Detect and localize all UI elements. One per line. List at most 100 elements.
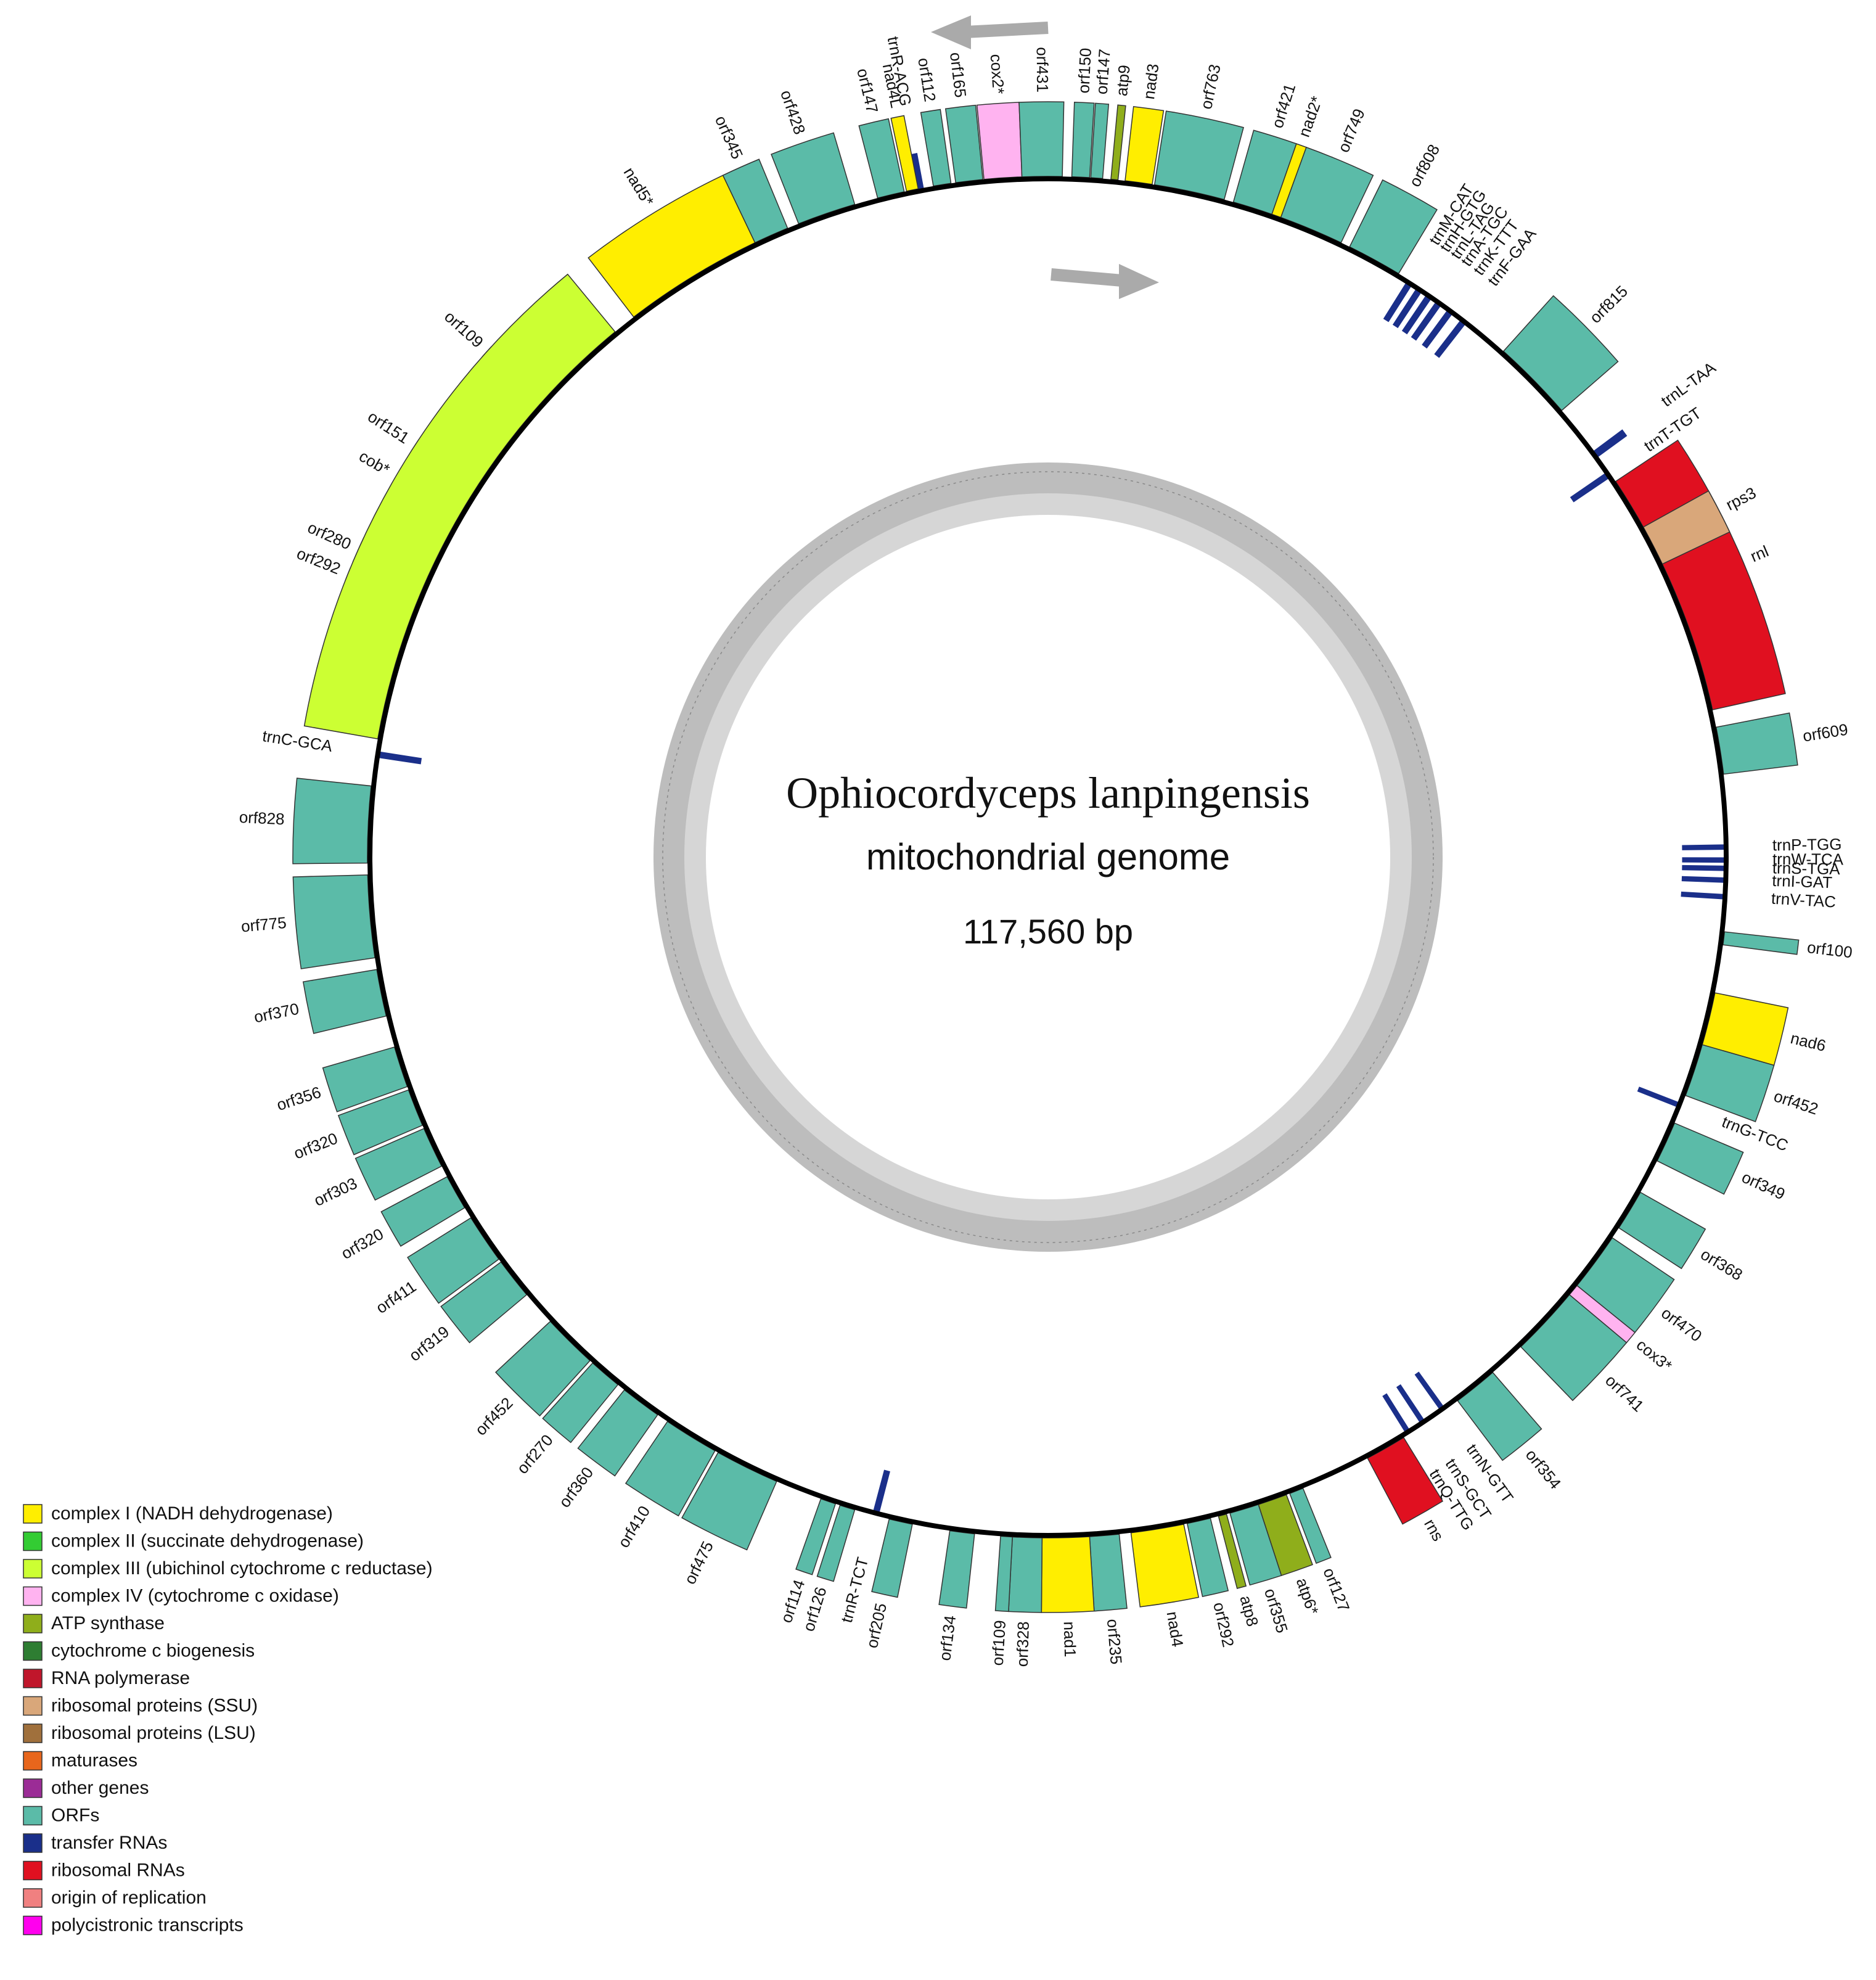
legend-label: ATP synthase [51, 1613, 165, 1633]
gene-orf100: orf100 [1722, 931, 1854, 962]
gene-rns: rns [1367, 1437, 1448, 1544]
gene-trnr-tct: trnR-TCT [837, 1469, 890, 1625]
gene-label: orf165 [946, 51, 970, 99]
gene-label: atp9 [1112, 64, 1134, 97]
legend-label: ribosomal proteins (SSU) [51, 1695, 258, 1715]
gene-label: orf292 [294, 544, 343, 578]
legend-item-other: other genes [23, 1778, 149, 1798]
gene-block [1041, 1536, 1095, 1613]
gene-label: orf349 [1739, 1168, 1788, 1204]
gene-block [1383, 282, 1412, 322]
legend-item-poly: polycistronic transcripts [23, 1915, 244, 1935]
gene-label: orf320 [338, 1225, 387, 1263]
gene-label: trnP-TGG [1772, 835, 1842, 855]
gc-ring-hole [706, 515, 1390, 1199]
gene-label: orf147 [1092, 48, 1114, 95]
legend-swatch [23, 1641, 43, 1661]
gc-content-ring [653, 462, 1443, 1252]
gene-block [1071, 101, 1095, 178]
gene-label: orf431 [1033, 47, 1052, 92]
legend-swatch [23, 1805, 43, 1826]
gene-orf431: orf431 [1018, 47, 1065, 178]
gene-trns-tga: trnS-TGA [1682, 858, 1841, 878]
legend-item-complex_II: complex II (succinate dehydrogenase) [23, 1530, 364, 1551]
gene-label: orf411 [372, 1277, 419, 1317]
gene-label: trnW-TCA [1772, 850, 1844, 869]
legend-swatch [23, 1833, 43, 1853]
gene-label: orf360 [555, 1463, 597, 1511]
strand-arrow-outer-head [931, 15, 971, 49]
legend-swatch [23, 1531, 43, 1551]
gene-block [873, 1469, 890, 1513]
gene-label: orf112 [914, 57, 940, 104]
gene-orf112: orf112 [914, 57, 952, 187]
gene-label: orf355 [1261, 1586, 1292, 1635]
legend-swatch [23, 1696, 43, 1716]
legend-item-atp: ATP synthase [23, 1613, 165, 1633]
gene-block [1422, 310, 1452, 349]
gene-block [1722, 931, 1800, 955]
gene-label: nad6 [1788, 1029, 1827, 1055]
gene-block [1392, 289, 1422, 329]
gene-orf328: orf328 [1008, 1536, 1043, 1667]
gene-label: orf134 [935, 1614, 959, 1662]
gene-label: orf475 [681, 1538, 718, 1587]
gene-label: orf428 [777, 88, 809, 136]
legend-swatch [23, 1888, 43, 1908]
gene-orf235: orf235 [1089, 1534, 1128, 1665]
gene-label: orf319 [406, 1322, 453, 1365]
gene-block [1637, 1087, 1679, 1107]
legend-swatch [23, 1751, 43, 1771]
gene-block [302, 969, 387, 1034]
legend-item-complex_I: complex I (NADH dehydrogenase) [23, 1503, 333, 1524]
gene-label: orf328 [1013, 1621, 1033, 1667]
gene-block [1401, 295, 1432, 335]
gene-block [976, 102, 1023, 180]
gene-block [871, 1518, 913, 1598]
gene-label: orf741 [1602, 1371, 1647, 1415]
gene-orf134: orf134 [935, 1530, 975, 1662]
gene-label: nad2* [1295, 94, 1326, 139]
gene-label: orf100 [1806, 938, 1854, 962]
gene-block [1110, 104, 1126, 181]
gene-label: orf345 [711, 113, 747, 162]
gene-label: orf356 [274, 1083, 323, 1114]
legend-item-trna: transfer RNAs [23, 1833, 167, 1853]
gene-orf815: orf815 [1502, 282, 1631, 411]
gene-trnp-tgg: trnP-TGG [1682, 835, 1842, 855]
legend-label: maturases [51, 1750, 137, 1770]
gene-block [1682, 844, 1725, 850]
gene-label: orf303 [311, 1173, 359, 1210]
legend-label: cytochrome c biogenesis [51, 1640, 255, 1661]
gene-label: rnl [1748, 541, 1771, 565]
strand-arrow-outer [964, 22, 1049, 38]
gene-block [1570, 473, 1609, 503]
gene-nad3: nad3 [1124, 62, 1165, 185]
gene-label: atp8 [1236, 1593, 1262, 1629]
gene-label: orf151 [364, 407, 412, 447]
gene-label: orf147 [853, 67, 882, 115]
gene-label: atp6* [1293, 1575, 1322, 1617]
gene-label: orf470 [1658, 1304, 1705, 1345]
legend-label: ribosomal RNAs [51, 1860, 185, 1880]
gene-block [1593, 429, 1628, 458]
gene-orf428: orf428 [771, 88, 856, 224]
gene-trni-gat: trnI-GAT [1681, 871, 1833, 892]
gene-label: orf609 [1801, 720, 1849, 746]
gene-block [379, 751, 422, 765]
gene-trnw-tca: trnW-TCA [1682, 850, 1844, 869]
gene-orf150: orf150 [1071, 47, 1095, 178]
gene-label: orf127 [1319, 1565, 1353, 1614]
gene-orf808: orf808 [1349, 141, 1443, 274]
gene-label: orf270 [513, 1431, 557, 1477]
legend-item-mat: maturases [23, 1750, 137, 1770]
gene-label: orf205 [862, 1601, 890, 1649]
gene-block [292, 778, 372, 865]
gene-label: rns [1420, 1516, 1448, 1544]
legend-item-ori: origin of replication [23, 1888, 207, 1908]
gene-block [1396, 1384, 1425, 1423]
legend-swatch [23, 1915, 43, 1936]
gene-nad1: nad1 [1041, 1536, 1095, 1658]
gene-orf828: orf828 [239, 778, 372, 865]
